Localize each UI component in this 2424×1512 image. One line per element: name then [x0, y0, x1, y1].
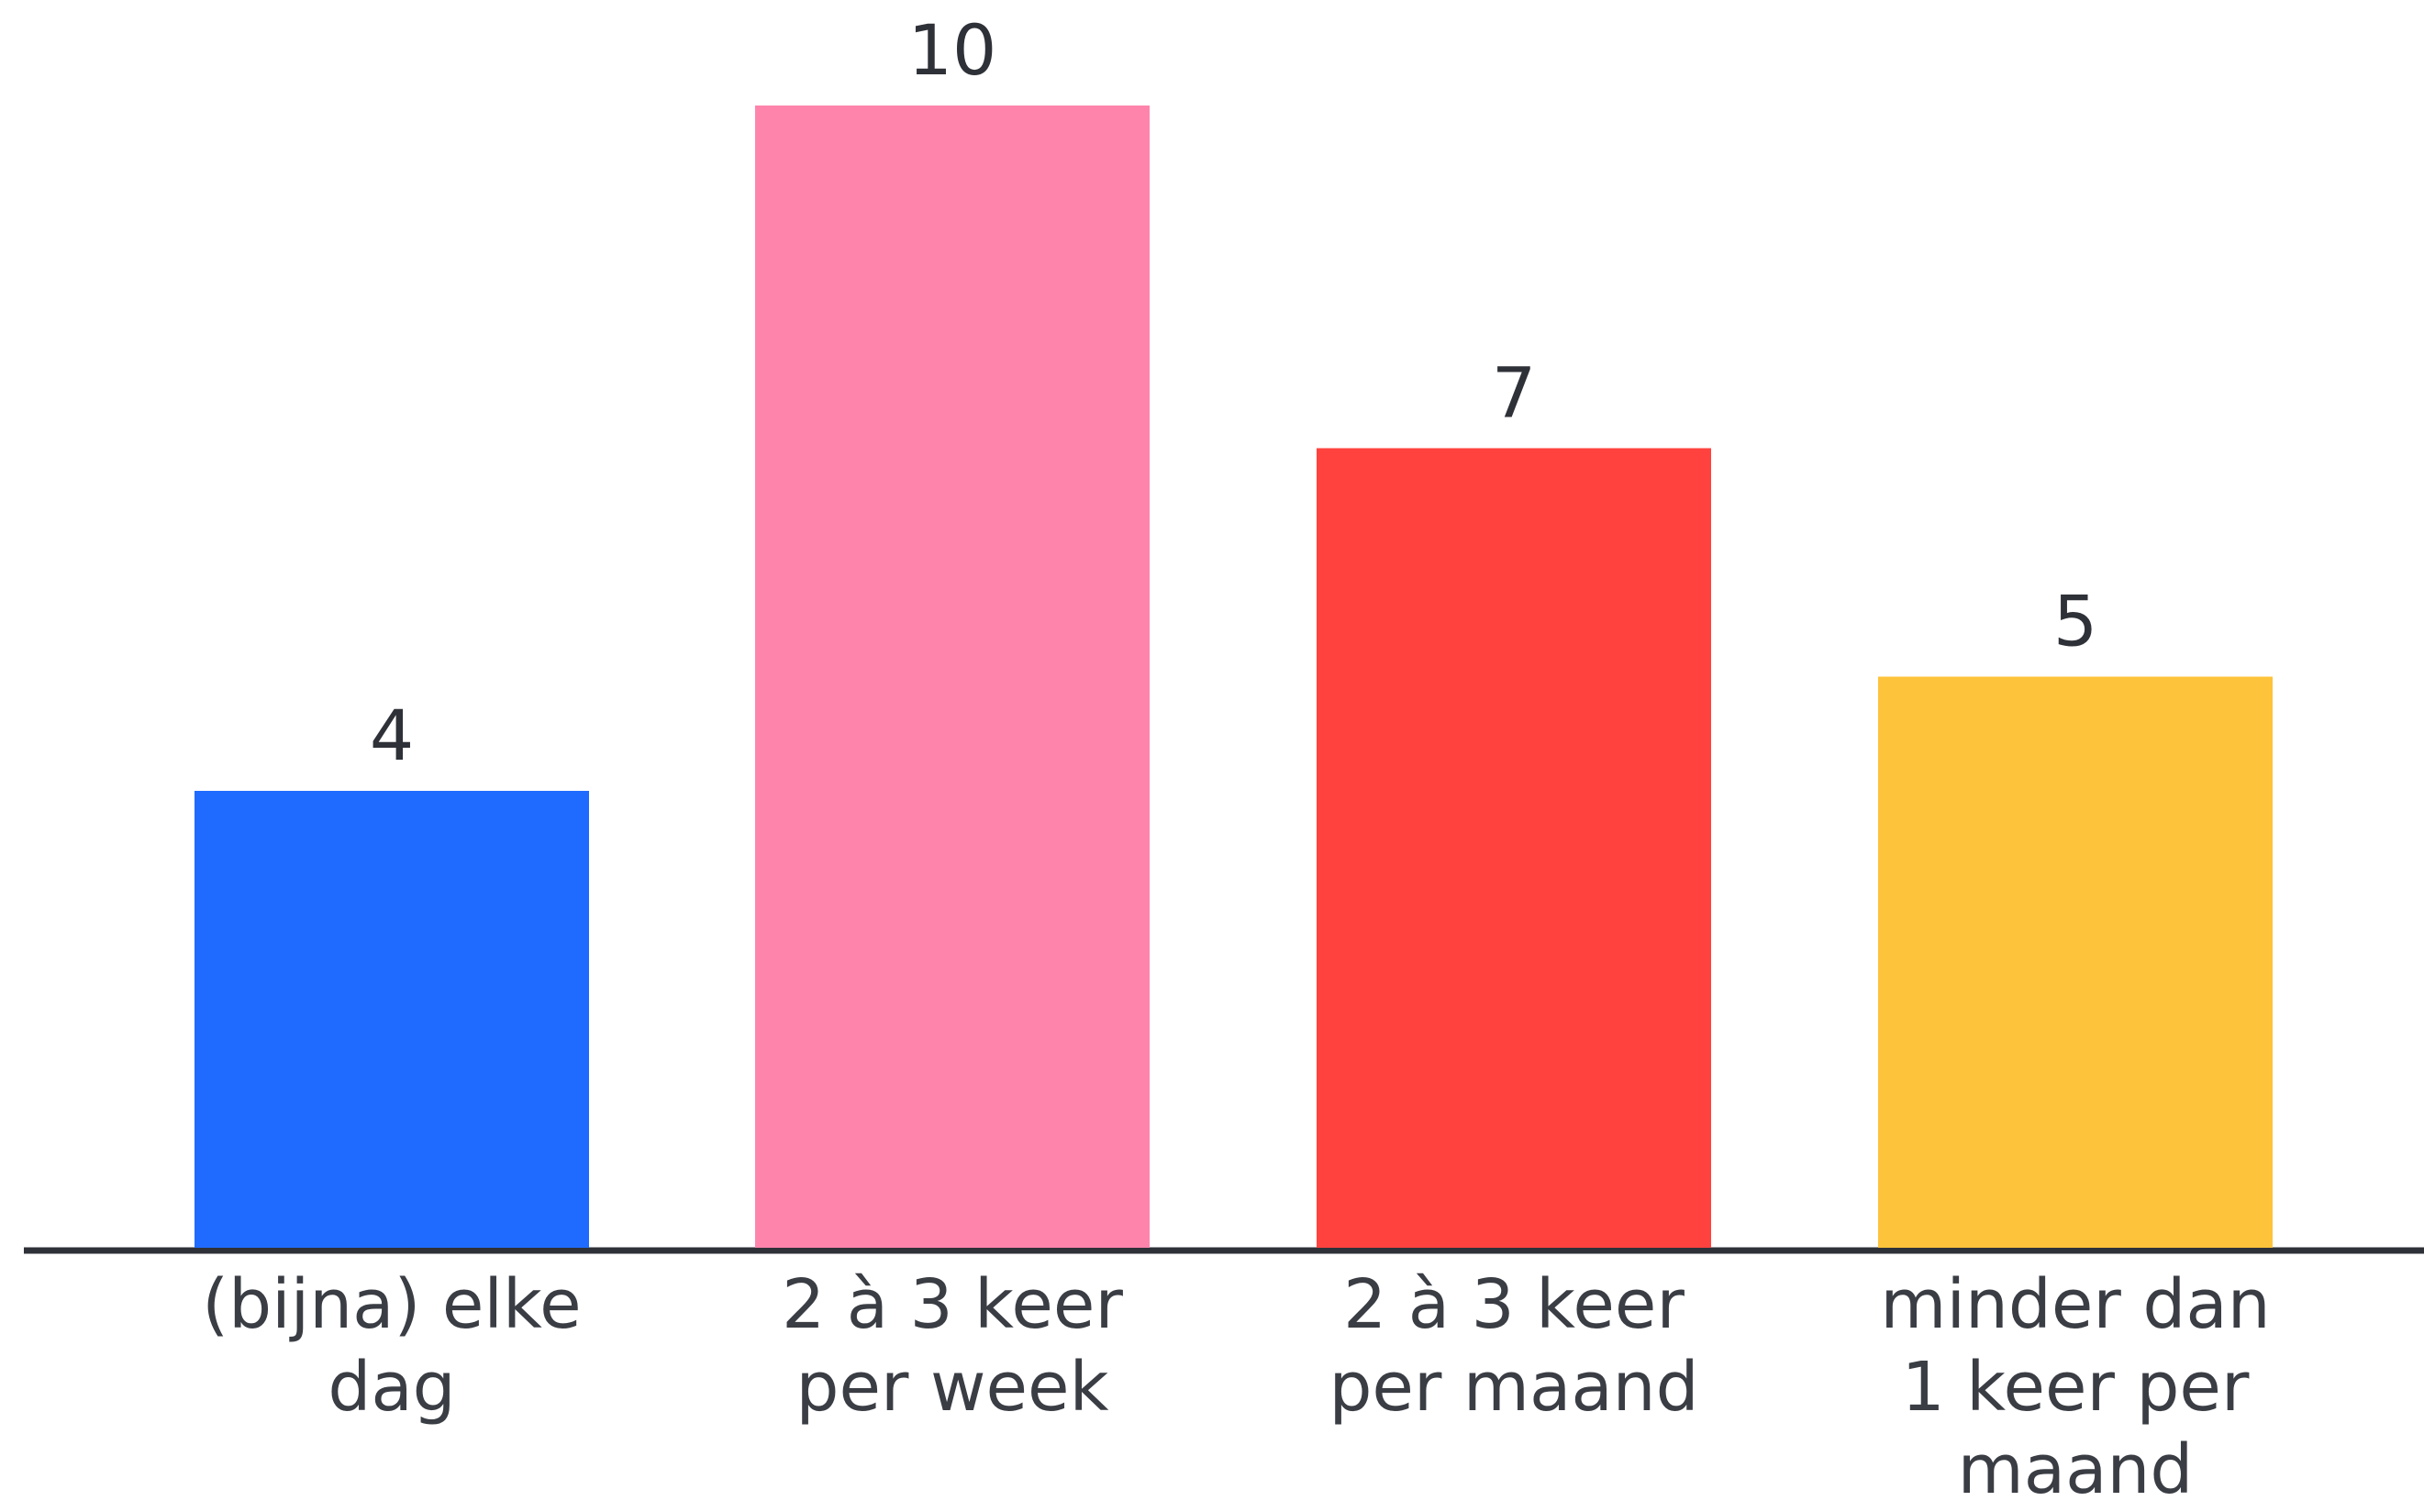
- category-tick-label: maand: [1958, 1430, 2194, 1509]
- bar: [1317, 448, 1711, 1248]
- bar-value-label: 10: [908, 9, 997, 91]
- bar-value-label: 7: [1492, 352, 1536, 434]
- value-labels-layer: 4 10 7 5: [370, 9, 2097, 776]
- bar-value-label: 5: [2053, 581, 2097, 662]
- category-tick-label: per maand: [1329, 1348, 1698, 1427]
- category-tick-label: (bijna) elke: [202, 1265, 581, 1344]
- category-tick-label: 2 à 3 keer: [782, 1265, 1123, 1344]
- category-tick-label: per week: [796, 1348, 1109, 1427]
- category-tick-label: dag: [328, 1348, 455, 1427]
- category-tick-label: 1 keer per: [1902, 1348, 2250, 1427]
- bar: [755, 106, 1150, 1248]
- bars-layer: [195, 106, 2273, 1248]
- bar: [1878, 676, 2273, 1248]
- category-tick-label: minder dan: [1880, 1265, 2270, 1344]
- category-tick-label: 2 à 3 keer: [1343, 1265, 1685, 1344]
- bar-value-label: 4: [370, 695, 414, 776]
- bar: [195, 791, 589, 1248]
